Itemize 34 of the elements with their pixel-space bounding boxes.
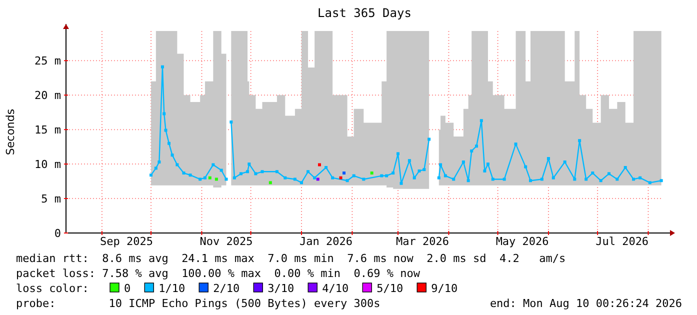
- legend-label: 5/10: [376, 282, 404, 295]
- text: probe: 10 ICMP Echo Pings (500 Bytes) every 300s: [16, 297, 380, 310]
- text: median rtt: 8.6 ms avg 24.1 ms max 7.0 ms min 7.6 ms now 2.0 ms sd 4.2 am/s: [16, 252, 566, 265]
- point: [268, 181, 272, 184]
- y-tick-label: 0: [54, 227, 61, 240]
- y-tick-label: 25 m: [34, 54, 62, 68]
- x-tick-label: Jan 2026: [300, 235, 353, 248]
- legend-label: 0: [124, 282, 131, 295]
- point: [208, 176, 212, 180]
- x-tick-label: May 2026: [496, 235, 549, 248]
- x-tick-label: Jul 2026: [596, 235, 649, 248]
- point: [316, 178, 320, 181]
- text: end: Mon Aug 10 00:26:24 2026: [490, 297, 682, 310]
- y-axis-title: Seconds: [4, 108, 17, 156]
- y-tick-label: 20 m: [34, 89, 62, 102]
- x-tick-label: Nov 2025: [200, 235, 253, 248]
- chart-title: Last 365 Days: [318, 6, 412, 20]
- legend-label: 9/10: [431, 282, 458, 295]
- legend-label: 2/10: [213, 282, 240, 295]
- point: [370, 172, 374, 175]
- point: [342, 172, 346, 175]
- legend-label: 3/10: [268, 282, 294, 295]
- legend-label: 1/10: [158, 282, 186, 295]
- x-tick-label: Mar 2026: [396, 235, 450, 248]
- point: [214, 178, 218, 181]
- legend-label: 4/10: [322, 282, 349, 295]
- legend-title: loss color:: [16, 282, 89, 295]
- y-tick-label: 10 m: [34, 158, 62, 172]
- text: packet loss: 7.58 % avg 100.00 % max 0.00 % min 0.69 % now: [16, 267, 420, 280]
- point: [339, 176, 342, 180]
- y-tick-label: 15 m: [34, 124, 62, 137]
- point: [318, 163, 321, 166]
- x-tick-label: Sep 2025: [100, 235, 153, 248]
- y-tick-label: 5 m: [41, 192, 62, 206]
